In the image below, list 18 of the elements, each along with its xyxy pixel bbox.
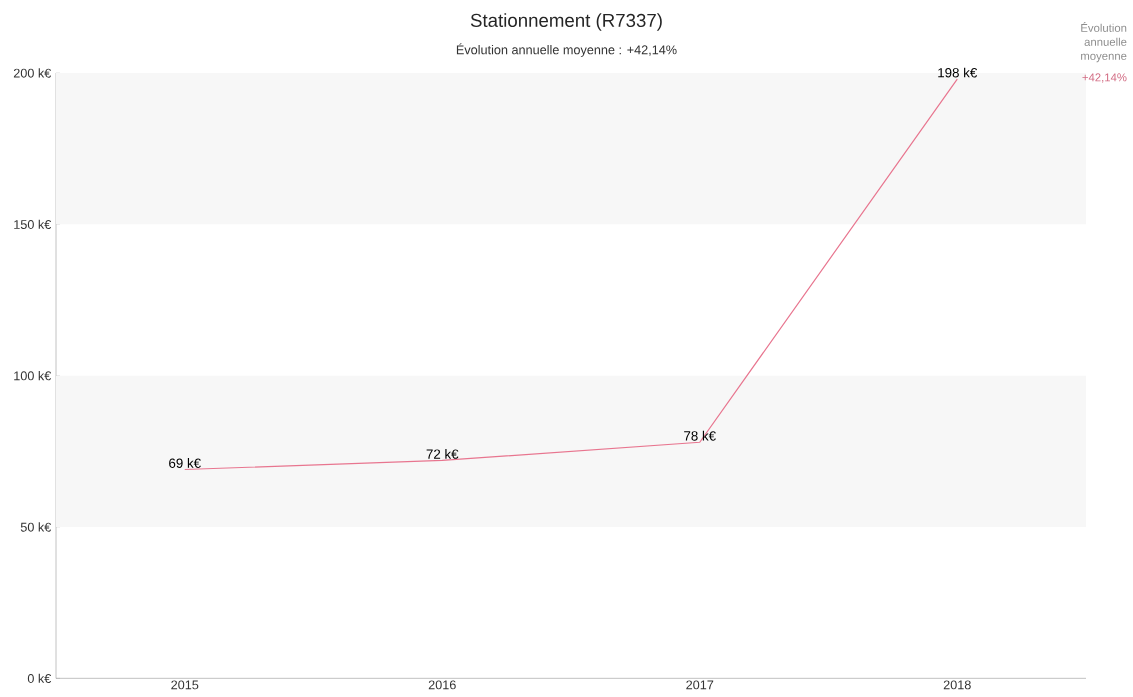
y-tick-label: 50 k€	[20, 522, 52, 532]
data-label: 78 k€	[684, 430, 716, 441]
x-tick-label: 2017	[686, 680, 714, 690]
chart-title: Stationnement (R7337)	[470, 13, 662, 31]
y-tick-label: 150 k€	[14, 219, 52, 229]
data-label: 69 k€	[169, 458, 201, 468]
text: Évolution annuelle moyenne	[1081, 22, 1127, 63]
y-tick-label: 200 k€	[13, 68, 52, 78]
line-series	[184, 78, 958, 471]
data-label: 72 k€	[426, 449, 459, 459]
x-tick-label: 2015	[171, 680, 199, 690]
annotation: +42,14%	[1082, 73, 1127, 83]
data-label: 198 k€	[938, 67, 978, 78]
x-tick-label: 2018	[943, 680, 971, 690]
y-tick-label: 100 k€	[14, 371, 52, 381]
y-tick-label: 0 k€	[27, 673, 52, 683]
x-tick-label: 2016	[428, 680, 456, 690]
chart-subtitle: Évolution annuelle moyenne : +42,14%	[456, 43, 677, 57]
